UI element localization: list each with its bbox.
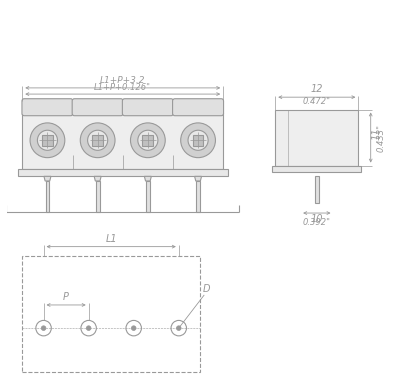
FancyBboxPatch shape bbox=[172, 99, 224, 116]
Text: L1+P+3.2: L1+P+3.2 bbox=[100, 76, 146, 85]
Circle shape bbox=[188, 130, 208, 150]
Text: 0.472": 0.472" bbox=[303, 97, 331, 106]
Circle shape bbox=[131, 326, 136, 330]
Circle shape bbox=[138, 130, 158, 150]
Text: 10: 10 bbox=[310, 214, 323, 224]
Circle shape bbox=[176, 326, 181, 330]
Bar bbox=[22, 256, 200, 372]
Circle shape bbox=[181, 123, 216, 158]
Circle shape bbox=[80, 123, 115, 158]
Bar bbox=[196, 181, 200, 212]
Text: L1+P+0.126": L1+P+0.126" bbox=[94, 83, 151, 92]
Circle shape bbox=[30, 123, 65, 158]
Bar bbox=[46, 181, 49, 212]
Bar bbox=[42, 135, 53, 146]
Text: 0.392": 0.392" bbox=[303, 218, 331, 227]
Bar bbox=[193, 135, 204, 146]
Bar bbox=[92, 135, 103, 146]
Text: 12: 12 bbox=[310, 84, 323, 95]
FancyBboxPatch shape bbox=[22, 99, 73, 116]
Bar bbox=[96, 181, 100, 212]
Circle shape bbox=[130, 123, 165, 158]
Polygon shape bbox=[94, 176, 101, 181]
Polygon shape bbox=[44, 176, 51, 181]
Text: 0.433": 0.433" bbox=[376, 124, 385, 152]
Text: L1: L1 bbox=[105, 233, 117, 244]
Circle shape bbox=[171, 321, 186, 336]
Bar bbox=[142, 135, 153, 146]
Text: D: D bbox=[203, 284, 210, 294]
Text: 11: 11 bbox=[371, 128, 381, 140]
Circle shape bbox=[88, 130, 108, 150]
Bar bbox=[146, 181, 150, 212]
FancyBboxPatch shape bbox=[72, 99, 123, 116]
Bar bbox=[272, 166, 362, 172]
Bar bbox=[18, 169, 228, 176]
Circle shape bbox=[36, 321, 51, 336]
Circle shape bbox=[81, 321, 96, 336]
FancyBboxPatch shape bbox=[122, 99, 173, 116]
Circle shape bbox=[41, 326, 46, 330]
Bar bbox=[275, 110, 358, 166]
Circle shape bbox=[126, 321, 142, 336]
Bar bbox=[22, 113, 223, 169]
Polygon shape bbox=[194, 176, 202, 181]
Polygon shape bbox=[144, 176, 151, 181]
Bar bbox=[315, 175, 319, 203]
Circle shape bbox=[86, 326, 91, 330]
Circle shape bbox=[38, 130, 58, 150]
Text: P: P bbox=[63, 292, 69, 302]
